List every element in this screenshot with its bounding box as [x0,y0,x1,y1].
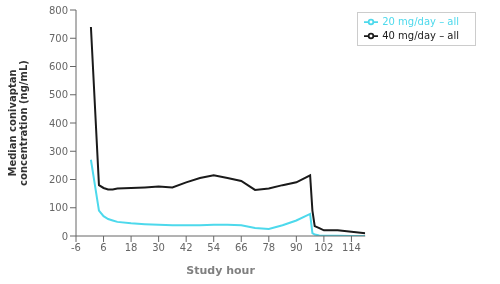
svg-text:300: 300 [49,146,68,157]
html-text:40 mg/day – all: 40 mg/day – all [382,30,459,41]
svg-text:100: 100 [49,202,68,213]
svg-text:0: 0 [62,231,68,242]
svg-text:54: 54 [207,242,220,253]
svg-text:6: 6 [100,242,106,253]
svg-text:66: 66 [235,242,248,253]
svg-text:600: 600 [49,61,68,72]
svg-text:500: 500 [49,89,68,100]
svg-text:200: 200 [49,174,68,185]
svg-text:700: 700 [49,33,68,44]
svg-text:Median conivaptanconcentration: Median conivaptanconcentration (ng/mL) [8,60,29,186]
svg-text:Study hour: Study hour [186,264,255,277]
svg-text:30: 30 [152,242,165,253]
svg-text:114: 114 [342,242,361,253]
svg-text:800: 800 [49,5,68,16]
svg-text:-6: -6 [71,242,81,253]
svg-text:400: 400 [49,118,68,129]
svg-text:102: 102 [314,242,333,253]
html-text:20 mg/day – all: 20 mg/day – all [382,16,459,27]
svg-text:18: 18 [125,242,138,253]
svg-text:90: 90 [290,242,303,253]
svg-text:42: 42 [180,242,193,253]
svg-text:78: 78 [262,242,275,253]
